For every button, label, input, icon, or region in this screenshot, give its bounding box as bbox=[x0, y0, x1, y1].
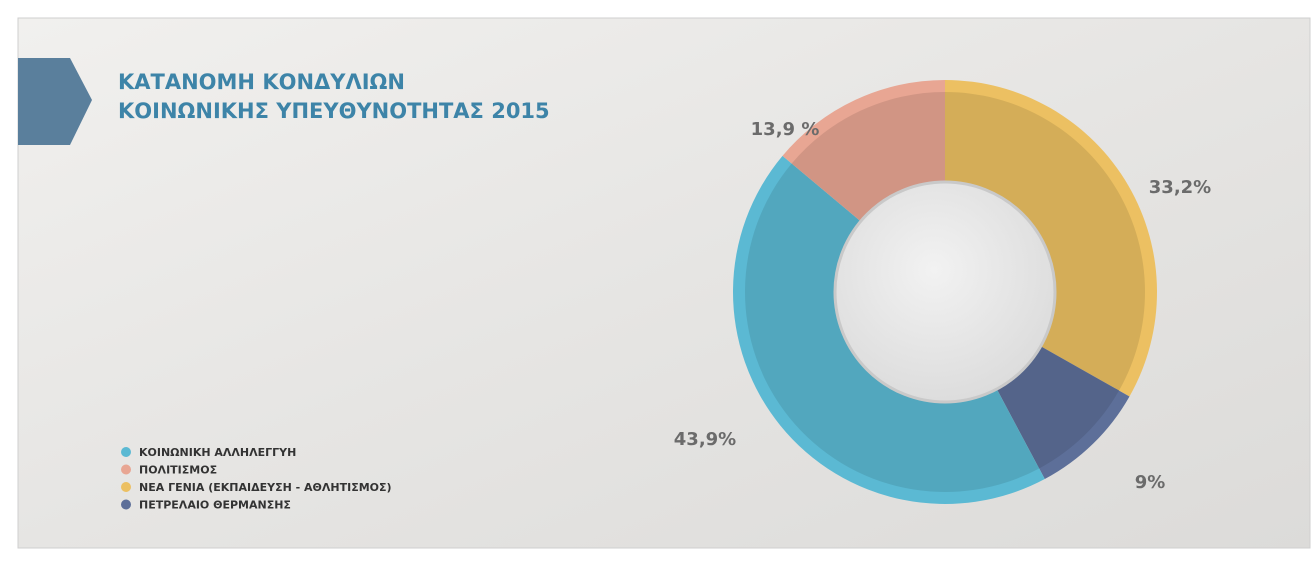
legend-swatch bbox=[121, 464, 131, 475]
donut-hole bbox=[833, 180, 1057, 404]
donut-slice bbox=[995, 345, 1120, 469]
donut-rim bbox=[733, 155, 1045, 504]
value-label: 43,9% bbox=[674, 429, 736, 450]
value-label: 13,9 % bbox=[751, 119, 820, 140]
donut-slice bbox=[945, 92, 1145, 391]
legend-label: ΠΕΤΡΕΛΑΙΟ ΘΕΡΜΑΝΣΗΣ bbox=[139, 499, 291, 512]
value-label: 33,2% bbox=[1149, 177, 1211, 198]
chart-title: ΚΑΤΑΝΟΜΗ ΚΟΝΔΥΛΙΩΝ bbox=[118, 70, 405, 94]
legend-swatch bbox=[121, 499, 131, 510]
chart-title: ΚΟΙΝΩΝΙΚΗΣ ΥΠΕΥΘΥΝΟΤΗΤΑΣ 2015 bbox=[118, 99, 550, 123]
donut-rim bbox=[945, 80, 1157, 397]
title-tab bbox=[18, 58, 92, 145]
legend-label: ΠΟΛΙΤΙΣΜΟΣ bbox=[139, 464, 217, 477]
value-label: 9% bbox=[1135, 472, 1166, 493]
legend-swatch bbox=[121, 482, 131, 492]
legend-label: ΚΟΙΝΩΝΙΚΗ ΑΛΛΗΛΕΓΓΥΗ bbox=[139, 446, 296, 459]
legend-label: ΝΕΑ ΓΕΝΙΑ (ΕΚΠΑΙΔΕΥΣΗ - ΑΘΛΗΤΙΣΜΟΣ) bbox=[139, 481, 392, 494]
donut-slice bbox=[745, 163, 1040, 492]
legend-swatch bbox=[121, 447, 131, 457]
